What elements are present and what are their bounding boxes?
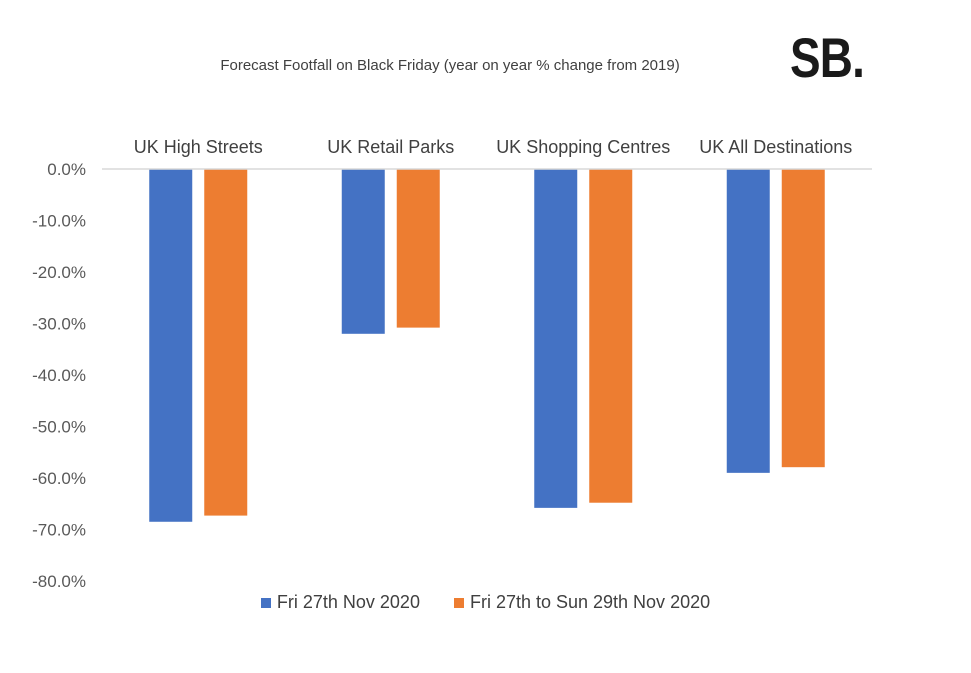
- chart-title: Forecast Footfall on Black Friday (year …: [220, 57, 680, 74]
- bar-1-4: [726, 169, 770, 473]
- bar-2-3: [589, 169, 633, 503]
- bar-group: [149, 169, 825, 522]
- category-label: UK Shopping Centres: [496, 137, 670, 157]
- y-tick-label: -40.0%: [32, 366, 86, 385]
- category-labels: UK High Streets UK Retail Parks UK Shoppin…: [134, 137, 853, 157]
- category-label: UK High Streets: [134, 137, 263, 157]
- legend-label-series-1: Fri 27th Nov 2020: [276, 592, 420, 612]
- y-tick-label: -10.0%: [32, 212, 86, 231]
- y-tick-label: 0.0%: [47, 160, 86, 179]
- bar-1-1: [149, 169, 193, 522]
- y-tick-label: -30.0%: [32, 315, 86, 334]
- legend: Fri 27th Nov 2020 Fri 27th to Sun 29th N…: [0, 592, 971, 613]
- legend-item-series-1: Fri 27th Nov 2020: [260, 592, 420, 613]
- legend-item-series-2: Fri 27th to Sun 29th Nov 2020: [453, 592, 711, 613]
- y-tick-label: -50.0%: [32, 418, 86, 437]
- brand-logo: SB.: [790, 26, 865, 89]
- bar-1-3: [534, 169, 578, 508]
- bar-2-4: [781, 169, 825, 468]
- legend-swatch-series-1: [260, 597, 271, 608]
- y-axis: 0.0% -10.0% -20.0% -30.0% -40.0% -50.0% -60.0%…: [32, 160, 86, 591]
- bar-2-1: [204, 169, 248, 516]
- y-tick-label: -80.0%: [32, 572, 86, 591]
- category-label: UK All Destinations: [699, 137, 852, 157]
- legend-label-series-2: Fri 27th to Sun 29th Nov 2020: [469, 592, 711, 612]
- y-tick-label: -70.0%: [32, 521, 86, 540]
- y-tick-label: -20.0%: [32, 263, 86, 282]
- bar-2-2: [396, 169, 440, 328]
- y-tick-label: -60.0%: [32, 469, 86, 488]
- legend-swatch-series-2: [453, 597, 464, 608]
- category-label: UK Retail Parks: [327, 137, 454, 157]
- bar-1-2: [341, 169, 385, 334]
